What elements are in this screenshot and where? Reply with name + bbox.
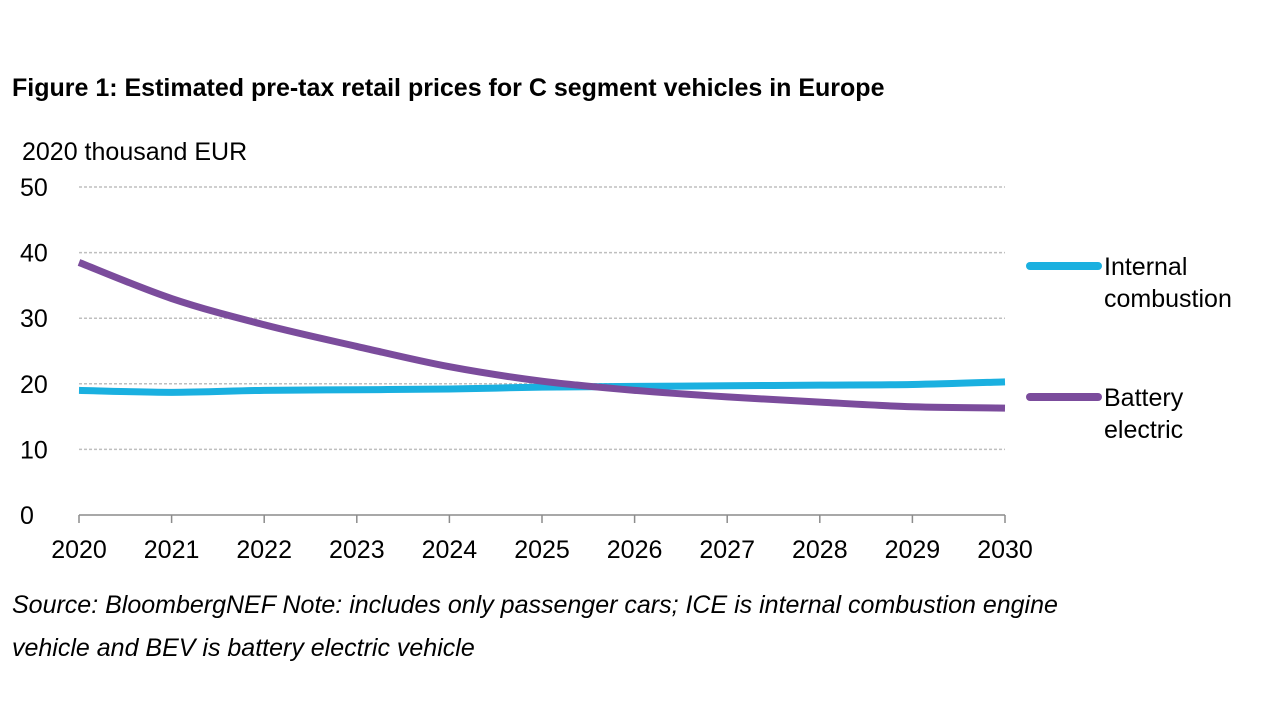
- x-tick-label: 2020: [51, 536, 107, 564]
- y-tick-label: 40: [20, 240, 48, 268]
- legend-label-battery-electric: Battery electric: [1104, 382, 1183, 446]
- x-tick-label: 2022: [236, 536, 292, 564]
- legend-label-internal-combustion: Internal combustion: [1104, 251, 1232, 315]
- source-line: vehicle and BEV is battery electric vehi…: [12, 634, 475, 662]
- series-lines: [77, 259, 1006, 412]
- y-tick-label: 50: [20, 174, 48, 202]
- legend-swatches: [1026, 262, 1102, 401]
- legend-label-line: Battery: [1104, 384, 1184, 412]
- x-tick-label: 2023: [329, 536, 385, 564]
- gridlines: [79, 186, 1005, 451]
- y-tick-label: 0: [20, 502, 34, 530]
- series-line-internal-combustion: [78, 378, 1006, 396]
- y-tick-label: 20: [20, 371, 48, 399]
- x-tick-label: 2030: [977, 536, 1033, 564]
- y-tick-label: 30: [20, 305, 48, 333]
- source-note: Source: BloombergNEF Note: includes only…: [12, 584, 1058, 670]
- y-tick-label: 10: [20, 436, 48, 464]
- x-tick-label: 2025: [514, 536, 570, 564]
- y-axis-unit-label: 2020 thousand EUR: [22, 138, 248, 166]
- x-tick-label: 2021: [144, 536, 200, 564]
- figure-title: Figure 1: Estimated pre-tax retail price…: [12, 74, 885, 102]
- legend-label-line: combustion: [1104, 285, 1232, 313]
- x-tick-label: 2026: [607, 536, 663, 564]
- legend-label-line: Internal: [1104, 253, 1188, 281]
- x-tick-label: 2027: [699, 536, 755, 564]
- x-tick-label: 2028: [792, 536, 848, 564]
- x-tick-label: 2029: [885, 536, 941, 564]
- x-tick-label: 2024: [422, 536, 478, 564]
- legend-label-line: electric: [1104, 416, 1184, 444]
- source-line: Source: BloombergNEF Note: includes only…: [12, 591, 1058, 619]
- series-line-battery-electric: [77, 259, 1006, 412]
